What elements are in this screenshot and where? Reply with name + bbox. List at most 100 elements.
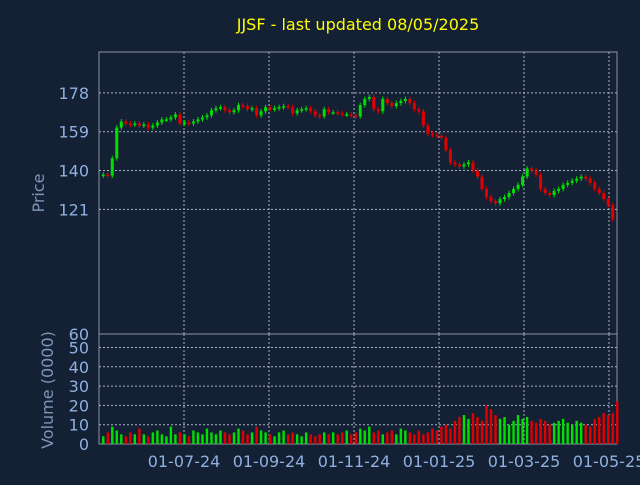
price-tick-label: 60 bbox=[69, 325, 89, 344]
volume-bar bbox=[309, 434, 312, 444]
chart-title: JJSF - last updated 08/05/2025 bbox=[236, 15, 480, 34]
x-tick-label: 01-01-25 bbox=[403, 452, 476, 471]
candle-body bbox=[264, 107, 268, 112]
candle-body bbox=[588, 178, 592, 183]
candle-body bbox=[521, 176, 525, 185]
x-tick-label: 01-11-24 bbox=[318, 452, 391, 471]
candle-body bbox=[218, 107, 222, 109]
volume-bar bbox=[494, 415, 497, 444]
volume-bar bbox=[557, 420, 560, 444]
volume-bar bbox=[593, 418, 596, 444]
volume-bar bbox=[277, 432, 281, 444]
volume-bar bbox=[390, 430, 394, 444]
candle-body bbox=[340, 113, 344, 115]
candle-body bbox=[259, 111, 263, 116]
volume-bar bbox=[322, 432, 326, 444]
candle-body bbox=[602, 193, 606, 200]
candle-body bbox=[539, 174, 543, 189]
volume-bar bbox=[471, 413, 475, 444]
volume-bar bbox=[525, 416, 529, 444]
price-candles bbox=[101, 94, 615, 223]
volume-bar bbox=[196, 432, 200, 444]
volume-bar bbox=[115, 430, 118, 444]
volume-axis-label: Volume (0000) bbox=[38, 331, 57, 449]
volume-bar bbox=[435, 430, 439, 444]
candle-body bbox=[173, 114, 177, 118]
volume-bar bbox=[372, 432, 375, 444]
candle-body bbox=[417, 109, 421, 112]
candle-body bbox=[228, 110, 231, 113]
candle-body bbox=[512, 188, 516, 193]
volume-bar bbox=[611, 413, 614, 444]
candle-body bbox=[462, 164, 466, 167]
candle-body bbox=[169, 117, 173, 120]
volume-bar bbox=[183, 434, 186, 444]
volume-bar bbox=[458, 416, 461, 444]
volume-bar bbox=[354, 432, 357, 444]
candle-body bbox=[205, 115, 209, 118]
volume-bar bbox=[318, 434, 321, 444]
candle-body bbox=[187, 122, 191, 124]
candle-body bbox=[322, 109, 326, 117]
candle-body bbox=[597, 188, 601, 193]
volume-bar bbox=[264, 432, 267, 444]
volume-bar bbox=[489, 409, 493, 444]
volume-bar bbox=[548, 424, 551, 444]
volume-bar bbox=[124, 436, 127, 444]
candle-body bbox=[584, 176, 588, 179]
volume-tick-label: 50 bbox=[69, 339, 89, 358]
volume-bar bbox=[476, 416, 479, 444]
volume-bar bbox=[219, 430, 222, 444]
volume-bar bbox=[201, 434, 204, 444]
candle-body bbox=[196, 119, 200, 122]
candle-body bbox=[354, 115, 358, 117]
candle-body bbox=[489, 197, 493, 202]
candle-body bbox=[457, 164, 461, 167]
volume-bar bbox=[386, 432, 389, 444]
volume-bar bbox=[259, 430, 263, 444]
volume-bar bbox=[214, 434, 218, 444]
candle-body bbox=[530, 168, 534, 171]
candle-body bbox=[471, 162, 475, 171]
x-tick-label: 01-03-25 bbox=[488, 452, 561, 471]
volume-bar bbox=[160, 434, 164, 444]
volume-bar bbox=[449, 428, 452, 444]
volume-bar bbox=[485, 405, 488, 444]
volume-bar bbox=[575, 420, 578, 444]
candle-body bbox=[516, 184, 520, 189]
volume-bar bbox=[291, 432, 294, 444]
volume-bar bbox=[295, 434, 299, 444]
candle-body bbox=[498, 199, 502, 204]
volume-tick-label: 30 bbox=[69, 377, 89, 396]
candle-body bbox=[381, 99, 385, 112]
candle-body bbox=[494, 201, 498, 204]
volume-bar bbox=[255, 426, 258, 444]
volume-bar bbox=[210, 432, 213, 444]
candle-body bbox=[448, 150, 452, 163]
candle-body bbox=[232, 110, 236, 113]
volume-bar bbox=[336, 434, 339, 444]
volume-bar bbox=[498, 418, 502, 444]
candle-body bbox=[106, 174, 110, 177]
volume-bar bbox=[205, 428, 209, 444]
candle-body bbox=[250, 108, 254, 110]
volume-bar bbox=[341, 432, 344, 444]
candle-body bbox=[336, 112, 340, 114]
candle-body bbox=[277, 107, 281, 109]
candle-body bbox=[309, 108, 313, 112]
volume-bar bbox=[228, 434, 231, 444]
candle-body bbox=[525, 168, 529, 177]
candle-body bbox=[611, 205, 615, 220]
volume-bar bbox=[129, 432, 132, 444]
candle-body bbox=[394, 103, 398, 107]
volume-grid bbox=[99, 334, 617, 444]
volume-bar bbox=[106, 432, 109, 444]
candle-body bbox=[503, 197, 507, 200]
volume-bar bbox=[223, 432, 227, 444]
volume-bar bbox=[165, 436, 168, 444]
volume-bar bbox=[579, 422, 583, 444]
candle-body bbox=[101, 174, 105, 177]
volume-bar bbox=[246, 434, 249, 444]
candle-body bbox=[142, 124, 146, 127]
